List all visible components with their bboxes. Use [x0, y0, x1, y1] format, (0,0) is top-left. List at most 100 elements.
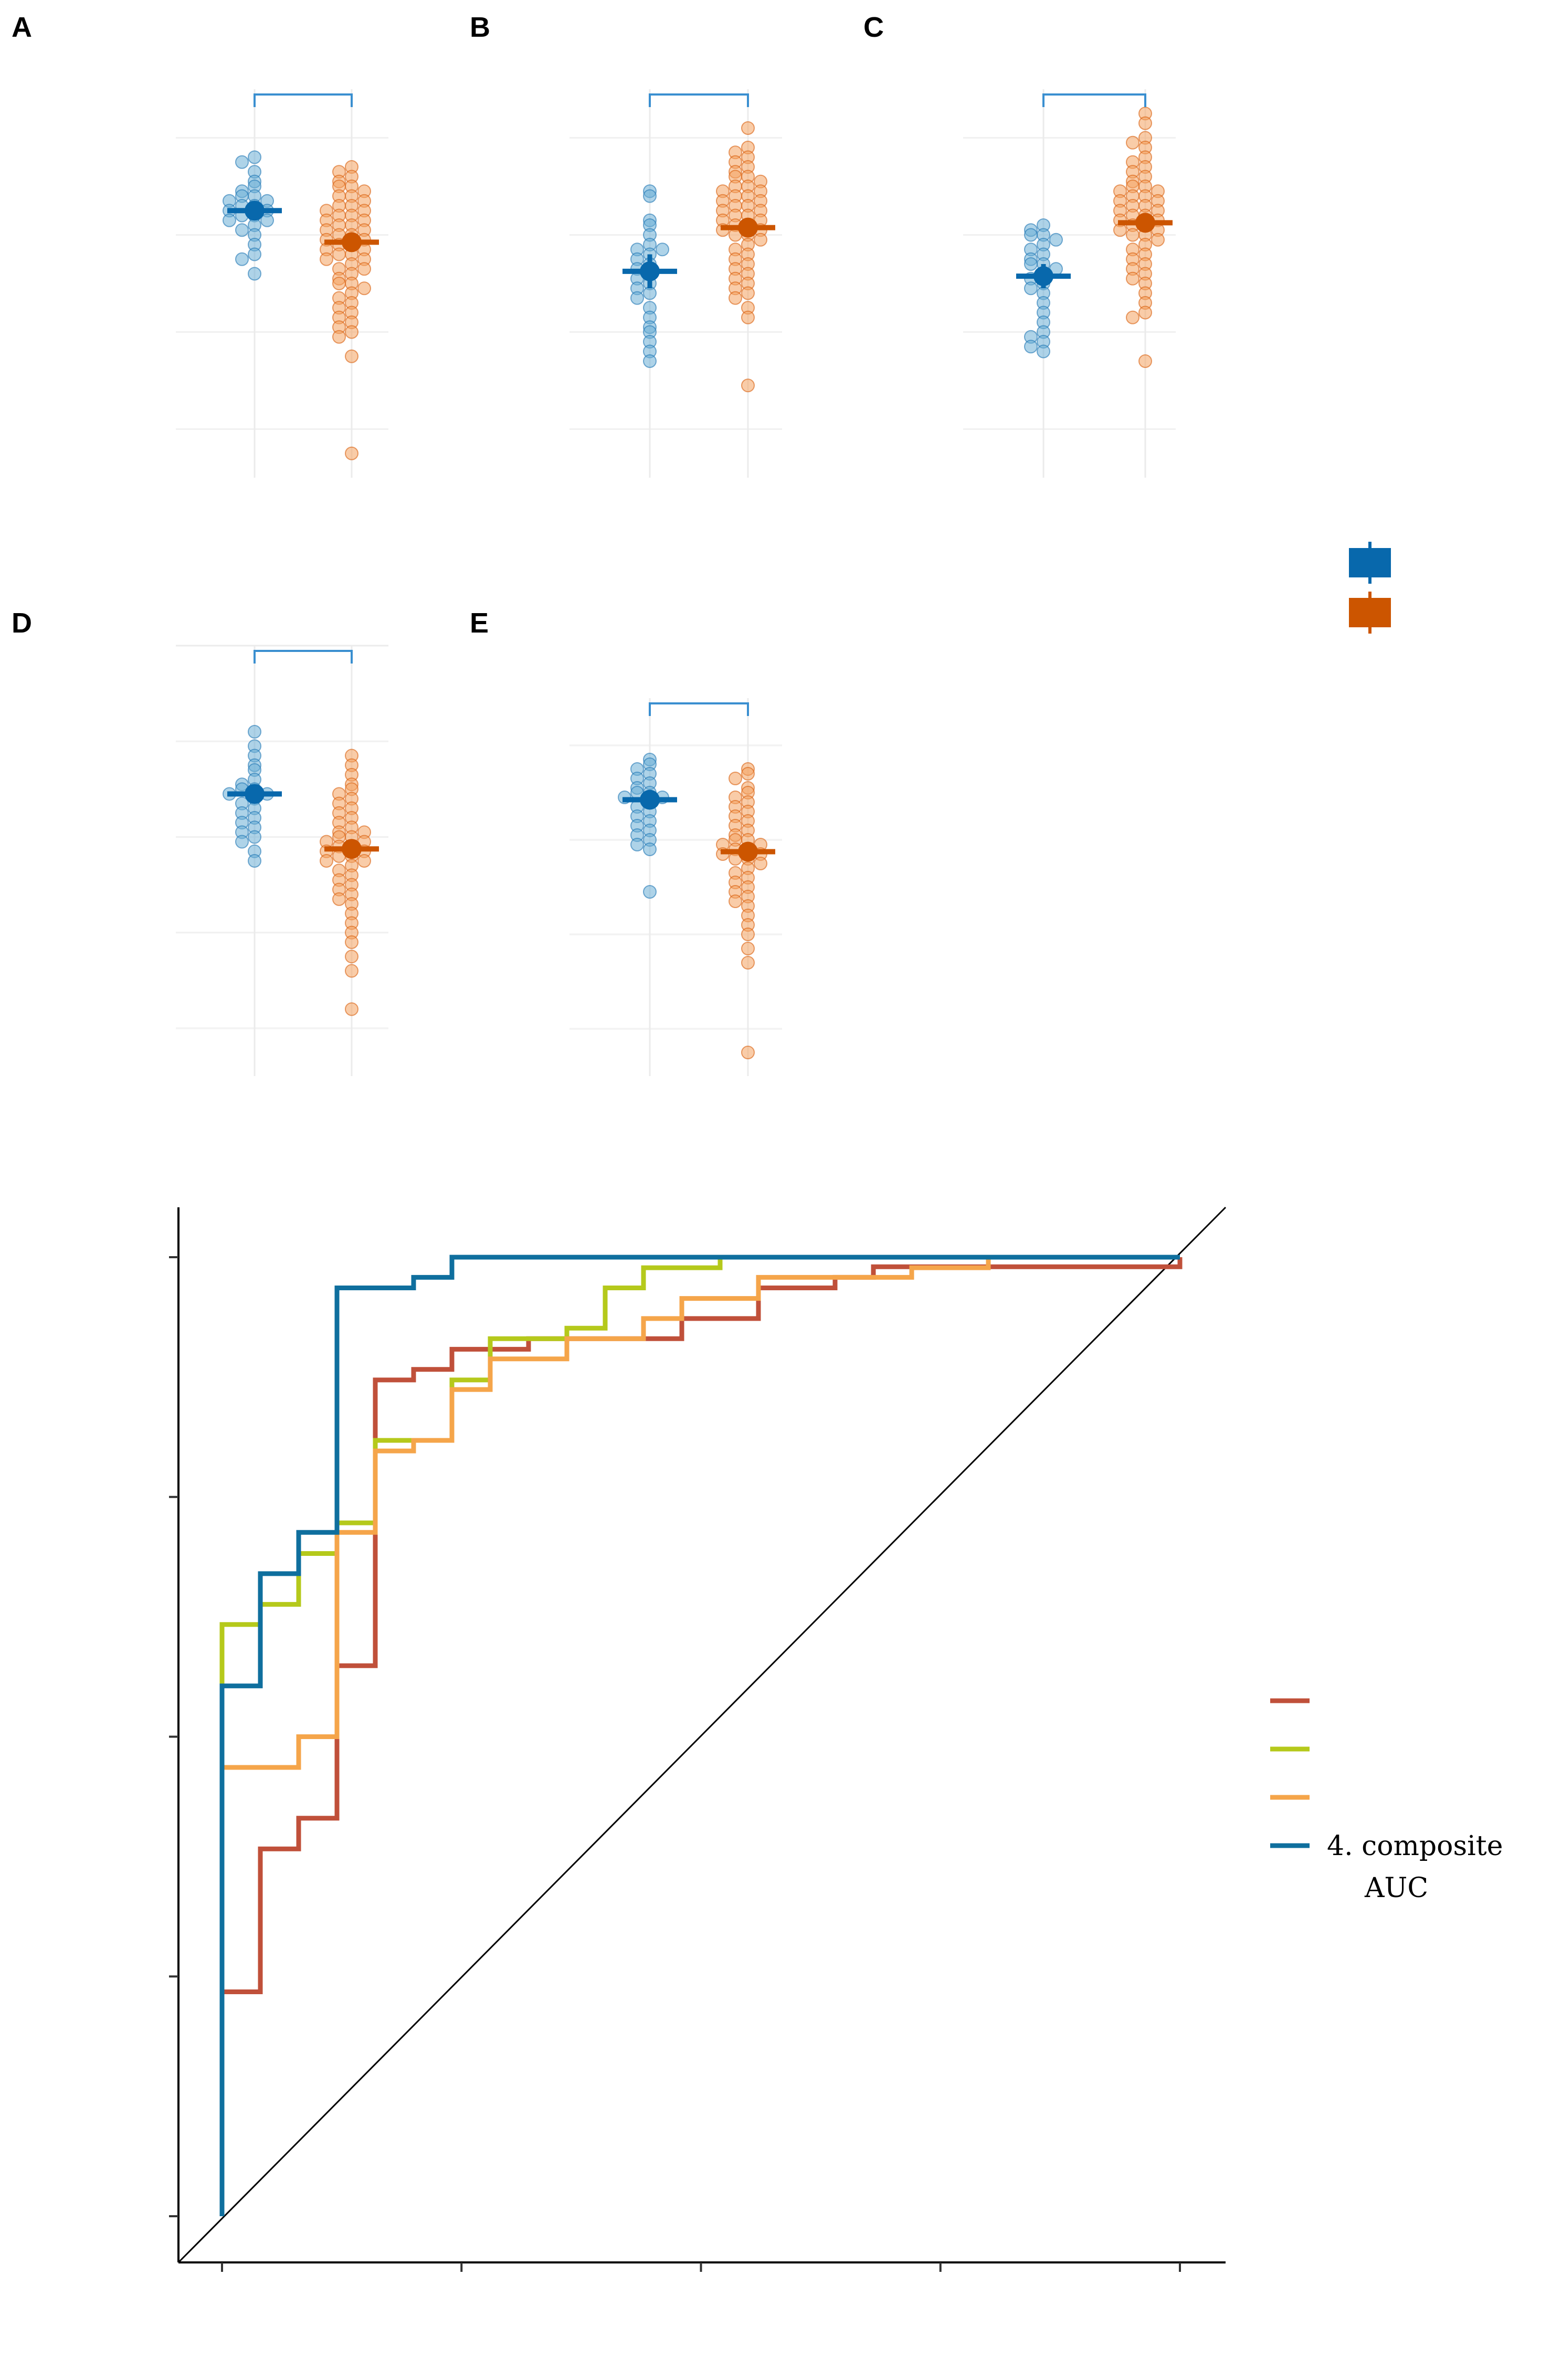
- data-point-c: [1024, 257, 1038, 271]
- data-point-c: [248, 725, 261, 739]
- data-point-ra: [1126, 310, 1139, 324]
- data-point-ra: [1126, 135, 1139, 150]
- data-point-ra: [332, 330, 346, 344]
- mean-point-ra: [738, 841, 758, 862]
- model-legend: 4. composite AUC: [1270, 1698, 1503, 1904]
- data-point-ra: [345, 446, 358, 460]
- roc-curve-4: [219, 1255, 1180, 2216]
- mean-point-c: [640, 789, 660, 810]
- panel-f: [169, 1206, 1227, 2272]
- data-point-c: [630, 291, 644, 305]
- group-legend: [1349, 542, 1391, 634]
- data-point-c: [260, 213, 274, 227]
- significance-bracket: [254, 650, 353, 664]
- mean-point-c: [245, 201, 265, 221]
- mean-point-ra: [1135, 213, 1155, 233]
- data-point-ra: [345, 935, 358, 949]
- diagonal-reference-line: [177, 1206, 1227, 2263]
- data-point-ra: [1138, 354, 1152, 368]
- panel-e: E: [470, 607, 782, 1076]
- data-point-ra: [345, 950, 358, 964]
- panel-c: C: [863, 12, 1176, 478]
- significance-bracket: [254, 93, 353, 107]
- significance-bracket: [649, 93, 749, 107]
- data-point-c: [1024, 281, 1038, 296]
- data-point-c: [248, 267, 261, 281]
- data-point-ra: [357, 281, 371, 296]
- data-point-ra: [1126, 271, 1139, 286]
- data-point-c: [248, 830, 261, 844]
- data-point-c: [235, 835, 249, 849]
- data-point-ra: [729, 772, 742, 785]
- panel-letter: C: [863, 12, 884, 43]
- mean-point-ra: [738, 217, 758, 238]
- data-point-ra: [1138, 306, 1152, 320]
- data-point-c: [235, 155, 249, 169]
- significance-bracket: [649, 702, 749, 716]
- data-point-c: [248, 854, 261, 868]
- data-point-c: [1024, 228, 1038, 242]
- data-point-c: [235, 252, 249, 266]
- data-point-c: [235, 223, 249, 237]
- data-point-c: [643, 843, 657, 856]
- data-point-ra: [754, 857, 767, 870]
- data-point-ra: [741, 956, 755, 970]
- data-point-ra: [357, 854, 371, 868]
- data-point-ra: [1113, 223, 1127, 237]
- data-point-c: [656, 243, 669, 257]
- data-point-ra: [332, 277, 346, 290]
- mean-point-c: [640, 261, 660, 281]
- data-point-ra: [729, 894, 742, 908]
- data-point-ra: [741, 1046, 755, 1059]
- panel-letter: D: [12, 607, 32, 639]
- data-point-ra: [345, 349, 358, 363]
- data-point-ra: [345, 325, 358, 339]
- data-point-c: [643, 885, 657, 899]
- data-point-c: [1024, 340, 1038, 354]
- legend-key-swatch: [1349, 548, 1391, 577]
- panel-b: B: [470, 12, 782, 478]
- data-point-ra: [741, 942, 755, 955]
- data-point-ra: [741, 121, 755, 135]
- data-point-ra: [320, 252, 333, 266]
- data-point-ra: [332, 247, 346, 261]
- data-point-ra: [741, 310, 755, 324]
- data-point-ra: [741, 286, 755, 300]
- panel-a: A: [12, 12, 388, 478]
- legend-label: 4. composite AUC: [1327, 1830, 1503, 1904]
- panel-letter: E: [470, 607, 489, 639]
- mean-point-c: [245, 784, 265, 804]
- roc-curve-3: [219, 1255, 1180, 2216]
- data-point-c: [643, 286, 657, 300]
- data-point-ra: [320, 854, 333, 868]
- data-point-c: [630, 838, 644, 851]
- panel-letter: B: [470, 12, 490, 43]
- data-point-ra: [1151, 233, 1165, 247]
- data-point-c: [643, 354, 657, 368]
- data-point-ra: [345, 1002, 358, 1016]
- panel-d: D: [12, 607, 388, 1076]
- data-point-ra: [332, 892, 346, 906]
- data-point-c: [223, 213, 236, 227]
- data-point-ra: [754, 233, 767, 247]
- mean-point-c: [1033, 266, 1053, 287]
- data-point-ra: [345, 964, 358, 978]
- data-point-ra: [729, 291, 742, 305]
- data-point-c: [643, 189, 657, 203]
- data-point-c: [248, 247, 261, 261]
- data-point-ra: [741, 928, 755, 941]
- roc-curve-2: [219, 1255, 1180, 2216]
- data-point-c: [1049, 233, 1063, 247]
- mean-point-ra: [342, 232, 362, 252]
- data-point-ra: [741, 378, 755, 393]
- data-point-ra: [1126, 228, 1139, 242]
- data-point-c: [1037, 344, 1050, 359]
- data-point-ra: [741, 767, 755, 781]
- significance-bracket: [1042, 93, 1146, 107]
- data-point-ra: [1138, 116, 1152, 130]
- legend-key-swatch: [1349, 598, 1391, 627]
- panel-letter: A: [12, 12, 32, 43]
- data-point-ra: [357, 262, 371, 276]
- mean-point-ra: [342, 839, 362, 859]
